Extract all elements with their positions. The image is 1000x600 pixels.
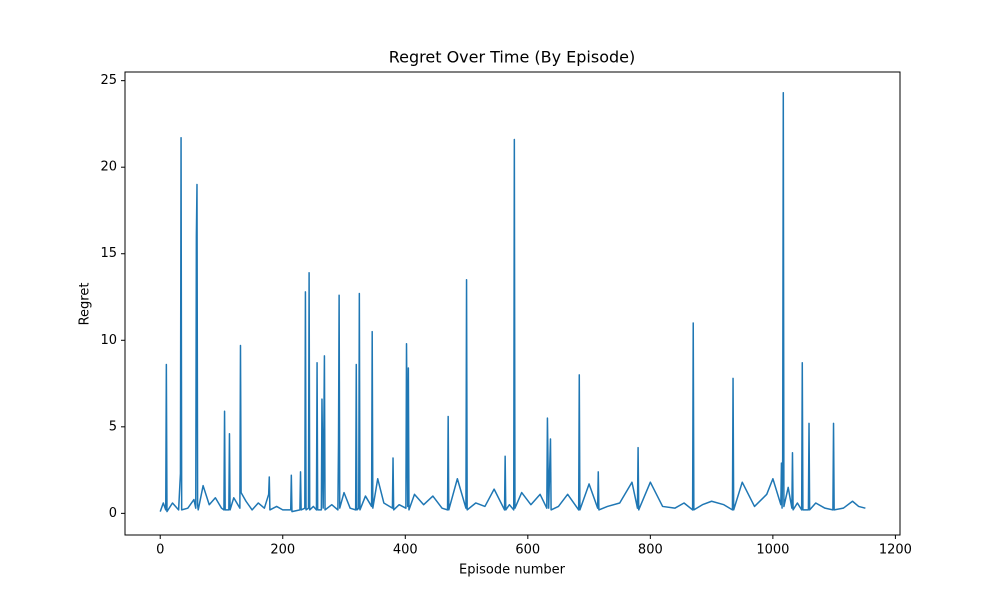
- line-series: [159, 92, 866, 513]
- x-tick-label: 200: [270, 543, 295, 558]
- x-tick-label: 800: [638, 543, 663, 558]
- x-tick-label: 400: [393, 543, 418, 558]
- y-tick-label: 10: [100, 333, 117, 348]
- x-tick-label: 600: [515, 543, 540, 558]
- x-tick-label: 1000: [756, 543, 789, 558]
- plot-frame: [124, 71, 901, 536]
- x-tick-label: 0: [156, 543, 164, 558]
- chart-title: Regret Over Time (By Episode): [389, 48, 636, 67]
- y-tick-label: 20: [100, 160, 117, 175]
- y-tick-label: 5: [109, 419, 117, 434]
- y-tick-label: 25: [100, 73, 117, 88]
- y-tick-label: 15: [100, 246, 117, 261]
- x-tick-label: 1200: [879, 543, 912, 558]
- x-axis-label: Episode number: [459, 563, 566, 578]
- y-axis-label: Regret: [78, 283, 93, 326]
- y-tick-label: 0: [109, 506, 117, 521]
